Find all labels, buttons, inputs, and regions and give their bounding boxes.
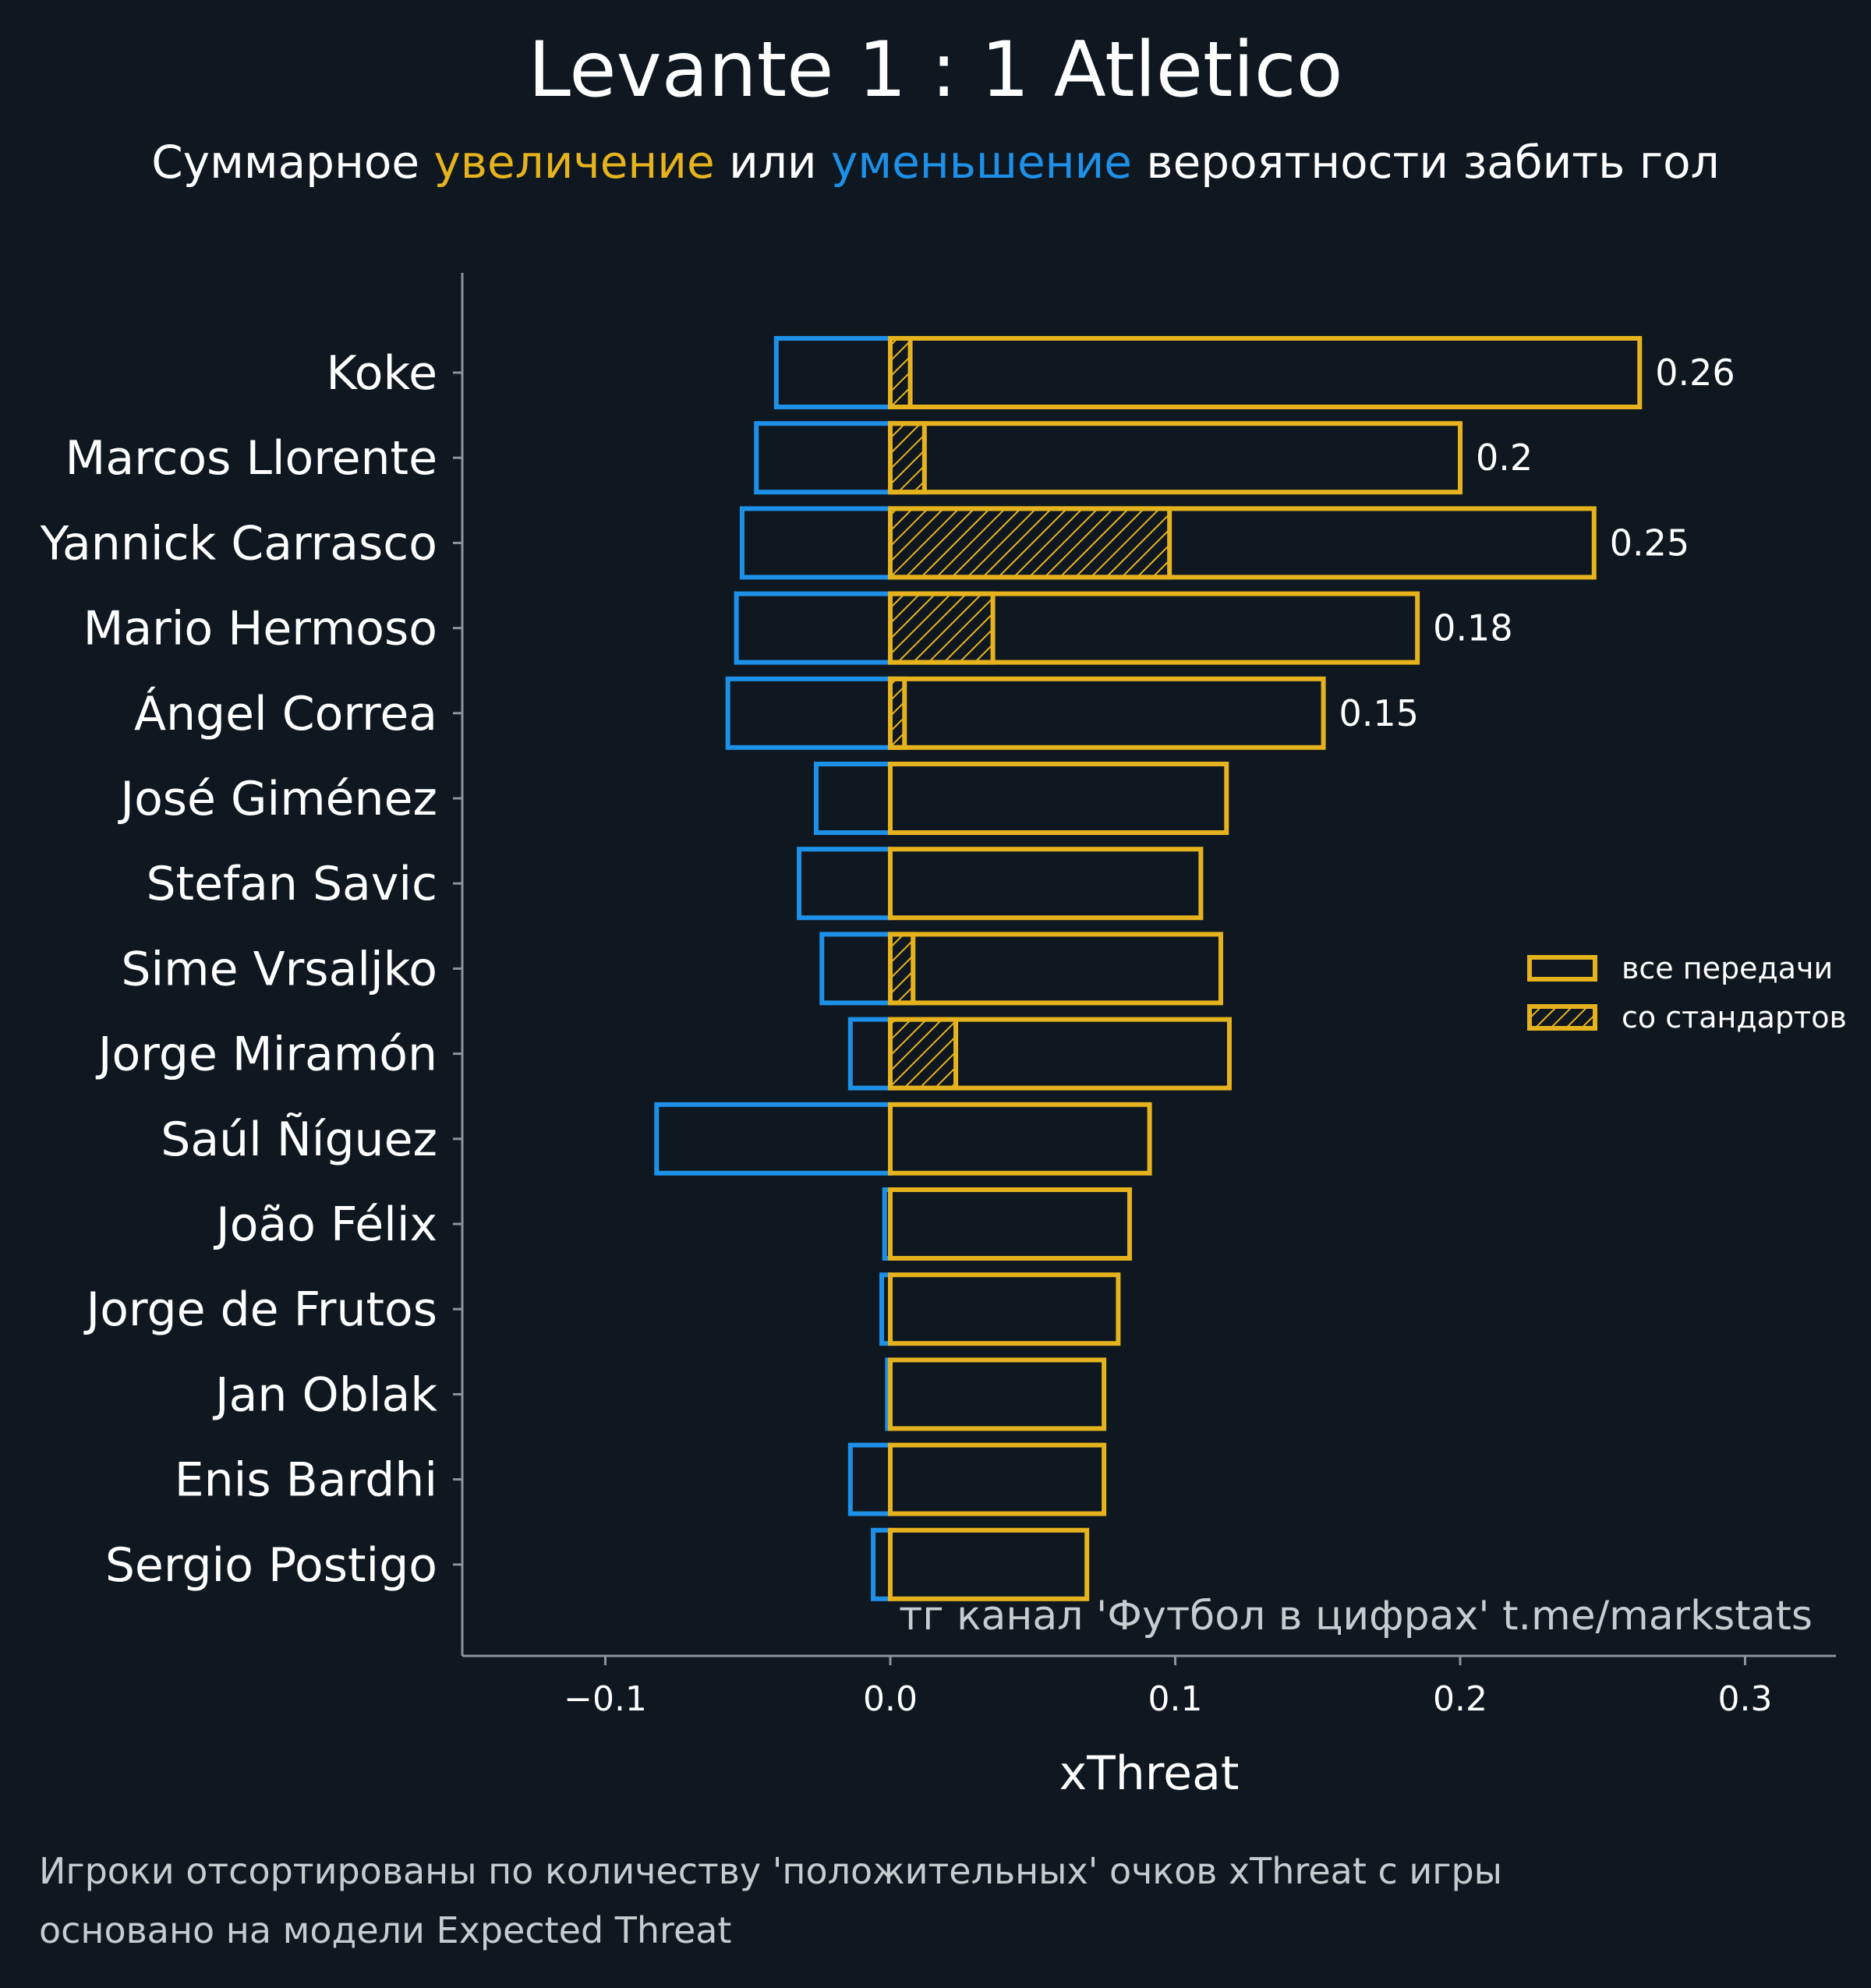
subtitle-increase-word: увеличение	[433, 136, 715, 189]
positive-bar	[888, 676, 1326, 750]
subtitle-part-2: или	[714, 136, 832, 189]
positive-bar	[888, 591, 1420, 665]
player-label: Yannick Carrasco	[40, 516, 437, 571]
negative-bar	[797, 847, 893, 921]
positive-bar	[888, 506, 1597, 580]
player-label: Enis Bardhi	[175, 1453, 437, 1508]
positive-bar	[888, 932, 1223, 1006]
footnote-line-2: основано на модели Expected Threat	[39, 1909, 732, 1951]
legend-swatch-hatched	[1527, 1004, 1597, 1031]
player-label: Jorge de Frutos	[83, 1282, 438, 1337]
set-piece-bar	[888, 932, 916, 1006]
player-label: Ángel Correa	[134, 686, 437, 741]
negative-bar	[739, 506, 893, 580]
player-label: Sergio Postigo	[105, 1538, 437, 1593]
negative-bar	[847, 1017, 893, 1091]
subtitle-part-3: вероятности забить гол	[1131, 136, 1720, 189]
positive-bar	[888, 1187, 1133, 1261]
value-label: 0.15	[1339, 692, 1419, 734]
x-tick-label: 0.1	[1148, 1679, 1203, 1719]
player-label: João Félix	[213, 1197, 437, 1252]
legend-label: все передачи	[1622, 951, 1833, 985]
positive-bar	[888, 1017, 1232, 1091]
set-piece-bar	[888, 591, 996, 665]
subtitle-decrease-word: уменьшение	[831, 136, 1132, 189]
value-label: 0.2	[1476, 437, 1533, 479]
player-label: Jorge Miramón	[95, 1028, 437, 1082]
positive-bar	[888, 421, 1462, 495]
negative-bar	[654, 1102, 893, 1176]
positive-bar	[888, 1102, 1152, 1176]
x-tick-label: 0.0	[863, 1679, 918, 1719]
value-label: 0.18	[1433, 607, 1512, 649]
footnote-line-1: Игроки отсортированы по количеству 'поло…	[39, 1850, 1502, 1892]
x-tick-label: 0.2	[1433, 1679, 1487, 1719]
chart-title: Levante 1 : 1 Atletico	[528, 26, 1343, 115]
set-piece-bar	[888, 421, 927, 495]
value-label: 0.26	[1655, 352, 1735, 394]
positive-bar	[888, 1527, 1090, 1601]
positive-bar	[888, 1272, 1121, 1346]
set-piece-bar	[888, 336, 913, 409]
value-label: 0.25	[1610, 522, 1689, 564]
positive-bar	[888, 1442, 1107, 1516]
negative-bar	[847, 1442, 893, 1516]
player-label: Saúl Ñíguez	[161, 1112, 437, 1167]
negative-bar	[819, 932, 893, 1006]
negative-bar	[773, 336, 893, 409]
player-label: Mario Hermoso	[83, 602, 437, 656]
set-piece-bar	[888, 506, 1172, 580]
player-label: Jan Oblak	[212, 1367, 437, 1422]
watermark: тг канал 'Футбол в цифрах' t.me/markstat…	[899, 1593, 1813, 1640]
x-axis-label: xThreat	[1059, 1746, 1240, 1801]
negative-bar	[734, 591, 893, 665]
player-label: Marcos Llorente	[65, 431, 437, 486]
x-tick-label: −0.1	[564, 1679, 647, 1719]
negative-bar	[871, 1527, 893, 1601]
negative-bar	[725, 676, 893, 750]
positive-bar	[888, 336, 1643, 409]
legend-swatch-outline	[1527, 955, 1597, 982]
legend-label: со стандартов	[1622, 1000, 1847, 1035]
positive-bar	[888, 1357, 1107, 1431]
negative-bar	[813, 762, 893, 835]
chart-subtitle: Суммарное увеличение или уменьшение веро…	[0, 131, 1871, 193]
player-label: Sime Vrsaljko	[121, 942, 437, 996]
x-tick-label: 0.3	[1718, 1679, 1773, 1719]
plot-area: −0.1 0.0 0.1 0.2 0.3 xThreat Koke 0.26 Marcos Ll…	[40, 273, 1847, 1801]
player-label: José Giménez	[117, 772, 437, 826]
footnote: Игроки отсортированы по количеству 'поло…	[39, 1841, 1832, 1960]
subtitle-part-1: Суммарное	[151, 136, 434, 189]
positive-bar	[888, 762, 1229, 835]
set-piece-bar	[888, 1017, 959, 1091]
player-label: Stefan Savic	[146, 857, 437, 911]
player-label: Koke	[326, 346, 437, 401]
negative-bar	[754, 421, 893, 495]
positive-bar	[888, 847, 1204, 921]
